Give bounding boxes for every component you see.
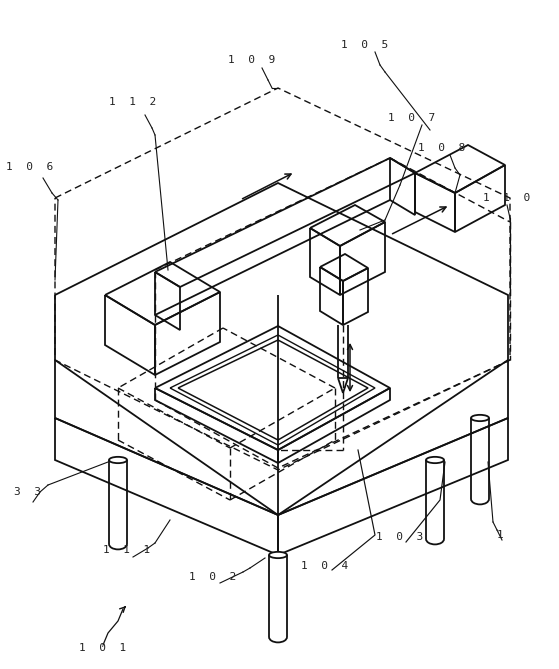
Polygon shape — [390, 158, 415, 215]
Text: 1  0  4: 1 0 4 — [301, 561, 349, 571]
Text: 1  0  9: 1 0 9 — [229, 55, 276, 65]
Polygon shape — [170, 335, 375, 445]
Polygon shape — [105, 262, 220, 325]
Polygon shape — [155, 158, 415, 287]
Text: 1  1  1: 1 1 1 — [103, 545, 150, 555]
Polygon shape — [155, 272, 180, 330]
Polygon shape — [55, 183, 508, 515]
Text: 1  0  2: 1 0 2 — [190, 572, 236, 582]
Text: 1  1  0: 1 1 0 — [484, 193, 530, 203]
Polygon shape — [278, 418, 508, 555]
Text: 1  0  3: 1 0 3 — [376, 532, 424, 542]
Ellipse shape — [471, 415, 489, 421]
Polygon shape — [310, 205, 385, 246]
Polygon shape — [415, 173, 455, 232]
Polygon shape — [178, 340, 368, 440]
Ellipse shape — [426, 457, 444, 463]
Text: 1  0  1: 1 0 1 — [79, 643, 127, 653]
Polygon shape — [155, 292, 220, 375]
Polygon shape — [343, 268, 368, 325]
Ellipse shape — [109, 457, 127, 463]
Polygon shape — [320, 267, 343, 325]
Polygon shape — [105, 295, 155, 375]
Polygon shape — [155, 326, 390, 450]
Text: 1  0  5: 1 0 5 — [342, 40, 389, 50]
Polygon shape — [310, 228, 340, 295]
Polygon shape — [155, 388, 278, 463]
Text: 1: 1 — [496, 530, 503, 540]
Polygon shape — [320, 254, 368, 281]
Ellipse shape — [269, 552, 287, 558]
Text: 1  0  7: 1 0 7 — [389, 113, 435, 123]
Polygon shape — [455, 165, 505, 232]
Text: 1  1  2: 1 1 2 — [110, 97, 157, 107]
Text: 1  0  8: 1 0 8 — [418, 143, 466, 153]
Polygon shape — [278, 388, 390, 463]
Polygon shape — [55, 418, 278, 555]
Text: 1  0  6: 1 0 6 — [6, 162, 54, 172]
Polygon shape — [415, 145, 505, 193]
Text: 3  3: 3 3 — [13, 487, 40, 497]
Polygon shape — [340, 222, 385, 295]
